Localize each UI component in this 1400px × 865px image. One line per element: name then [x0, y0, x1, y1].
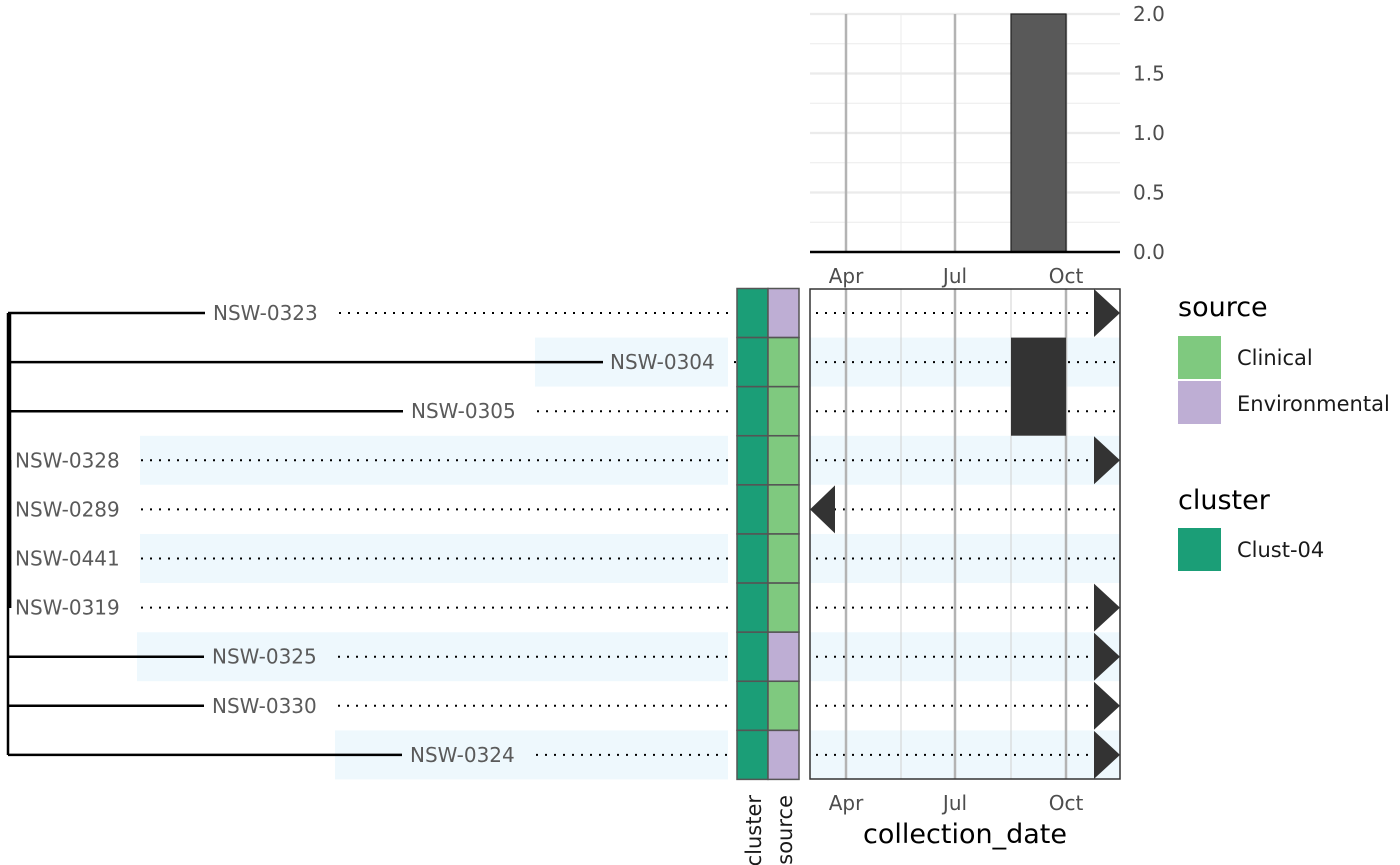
heatmap-cell-source — [767, 680, 800, 732]
heatmap-cell-source — [767, 287, 800, 339]
heatmap-cell-cluster — [736, 336, 769, 388]
date-histogram: Apr Jul Oct 0.0 0.5 1.0 1.5 2.0 — [810, 2, 1165, 288]
heatmap-cell-cluster — [736, 435, 769, 486]
timeline-row-shade — [810, 337, 1120, 387]
heatmap-cell-source — [767, 582, 800, 633]
timeline-tick-oct: Oct — [1049, 791, 1084, 815]
histogram-tick-apr: Apr — [829, 264, 864, 288]
timeline-panel-border — [809, 288, 1121, 780]
heatmap-cell-cluster — [736, 680, 769, 732]
tip-label: NSW-0325 — [212, 645, 317, 669]
timeline-axis-title: collection_date — [863, 819, 1067, 850]
row-shade — [137, 632, 728, 682]
heatmap-col-cluster: cluster — [742, 795, 766, 865]
histogram-tick-jul: Jul — [941, 264, 967, 288]
heatmap-cell-source — [767, 729, 800, 781]
legend-swatch-environmental — [1178, 381, 1221, 424]
metadata-heatmap: cluster source — [736, 287, 800, 865]
timeline-row-shade — [810, 730, 1120, 780]
tip-label: NSW-0324 — [410, 743, 515, 767]
legend-label-clust-04: Clust-04 — [1237, 538, 1324, 562]
timeline-left-arrow — [810, 485, 835, 534]
histogram-bar — [1010, 13, 1067, 253]
timeline-right-arrow — [1094, 730, 1120, 779]
timeline-tick-apr: Apr — [829, 791, 864, 815]
collection-date-panel: Apr Jul Oct collection_date — [809, 288, 1121, 850]
heatmap-col-source: source — [773, 795, 797, 865]
heatmap-cell-cluster — [736, 631, 769, 682]
histogram-y-tick-label: 0.5 — [1133, 181, 1165, 205]
timeline-right-arrow — [1094, 583, 1120, 632]
heatmap-cell-cluster — [736, 385, 769, 437]
row-shade — [140, 534, 728, 583]
histogram-y-tick-label: 1.0 — [1133, 121, 1165, 145]
heatmap-cell-source — [767, 385, 800, 437]
heatmap-cell-cluster — [736, 582, 769, 633]
tip-label: NSW-0289 — [15, 497, 120, 521]
timeline-row-shade — [810, 632, 1120, 682]
legend-source-title: source — [1178, 292, 1268, 323]
timeline-right-arrow — [1094, 681, 1120, 730]
tip-label: NSW-0305 — [411, 399, 516, 423]
legend-swatch-clust-04 — [1178, 528, 1221, 571]
timeline-row-shade — [810, 435, 1120, 485]
legend-label-environmental: Environmental — [1237, 392, 1390, 416]
phylogenetic-tree — [6, 311, 603, 757]
timeline-date-bar — [1011, 337, 1066, 436]
heatmap-cell-source — [767, 533, 800, 584]
heatmap-cell-source — [767, 435, 800, 486]
tip-label: NSW-0330 — [212, 694, 317, 718]
timeline-right-arrow — [1094, 436, 1120, 485]
tip-leader-lines — [141, 312, 1120, 756]
legend-label-clinical: Clinical — [1237, 346, 1313, 370]
tip-label: NSW-0441 — [15, 547, 120, 571]
timeline-right-arrow — [1094, 289, 1120, 337]
row-shade — [140, 435, 728, 485]
histogram-y-tick-label: 1.5 — [1133, 62, 1165, 86]
heatmap-cell-cluster — [736, 287, 769, 339]
heatmap-cell-cluster — [736, 729, 769, 781]
histogram-tick-oct: Oct — [1049, 264, 1084, 288]
heatmap-cell-cluster — [736, 533, 769, 584]
tip-label: NSW-0323 — [213, 301, 318, 325]
heatmap-cell-source — [767, 631, 800, 682]
timeline-tick-jul: Jul — [941, 791, 967, 815]
tip-label: NSW-0304 — [610, 350, 715, 374]
heatmap-cell-cluster — [736, 484, 769, 535]
timeline-right-arrow — [1094, 632, 1120, 681]
legends: source Clinical Environmental cluster Cl… — [1178, 292, 1390, 571]
legend-swatch-clinical — [1178, 336, 1221, 379]
tip-label: NSW-0328 — [15, 448, 120, 472]
tip-label: NSW-0319 — [15, 596, 120, 620]
timeline-row-shade — [810, 534, 1120, 583]
heatmap-cell-source — [767, 336, 800, 388]
heatmap-cell-source — [767, 484, 800, 535]
histogram-y-tick-label: 2.0 — [1133, 2, 1165, 26]
histogram-y-tick-label: 0.0 — [1133, 240, 1165, 264]
tip-labels: NSW-0323 NSW-0304 NSW-0305 NSW-0328 NSW-0289… — [15, 301, 715, 767]
legend-cluster-title: cluster — [1178, 485, 1271, 516]
